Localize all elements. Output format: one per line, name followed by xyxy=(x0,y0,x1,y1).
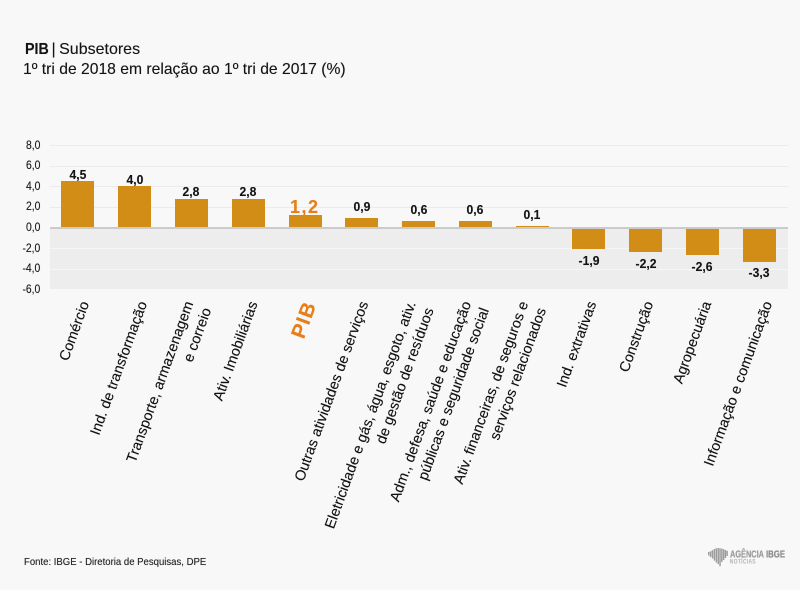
svg-text:NOTÍCIAS: NOTÍCIAS xyxy=(730,558,756,565)
svg-text:AGÊNCIA: AGÊNCIA xyxy=(730,548,764,561)
svg-text:IBGE: IBGE xyxy=(766,549,785,560)
